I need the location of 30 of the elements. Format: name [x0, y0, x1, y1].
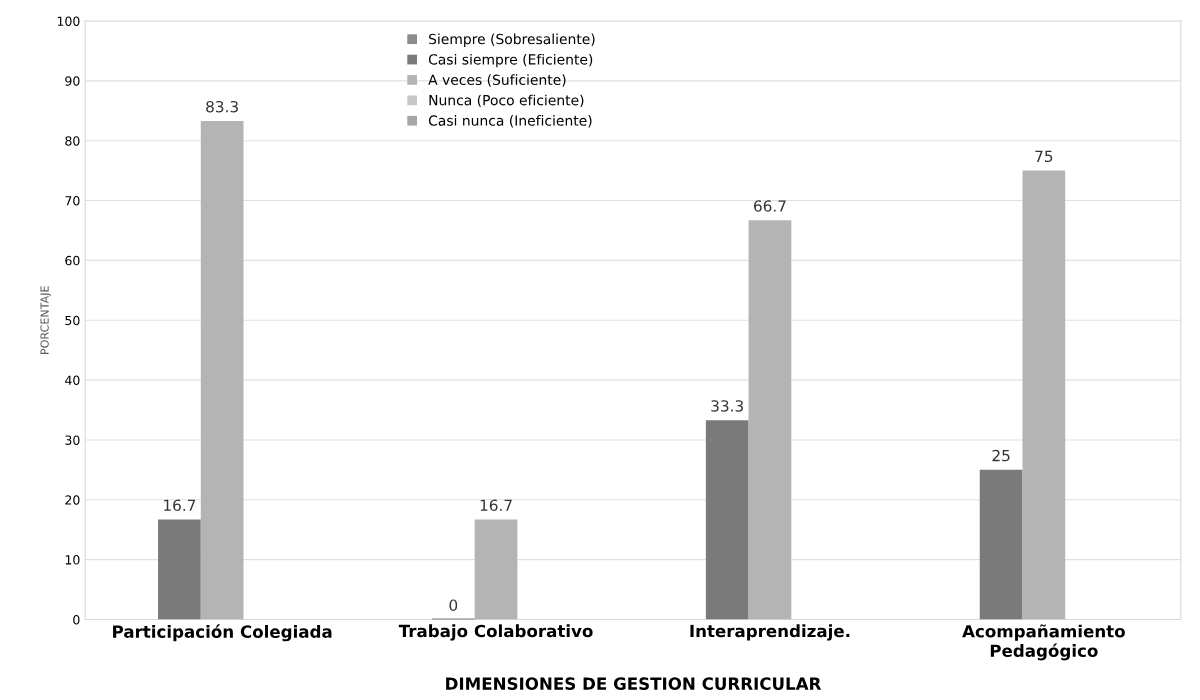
y-tick-label: 90 — [65, 76, 80, 86]
legend-label: Casi nunca (Ineficiente) — [428, 115, 592, 128]
x-tick-label: Participación Colegiada — [113, 624, 332, 642]
legend-label: Nunca (Poco eficiente) — [429, 94, 584, 108]
data-label: 75 — [1035, 150, 1053, 163]
x-tick-label: Trabajo Colaborativo — [398, 624, 593, 641]
y-tick-label: 80 — [65, 136, 80, 146]
y-tick-label: 40 — [65, 375, 80, 386]
y-tick-label: 60 — [65, 255, 80, 266]
data-label: 83.3 — [206, 100, 238, 113]
y-tick-label: 50 — [65, 315, 80, 326]
data-label: 66.7 — [754, 200, 786, 212]
y-tick-label: 0 — [73, 614, 80, 625]
y-tick-label: 20 — [65, 495, 80, 505]
y-tick-label: 100 — [57, 16, 80, 26]
data-label: 25 — [992, 449, 1010, 462]
legend-label: Casi siempre (Eficiente) — [428, 53, 593, 68]
data-label: 33.3 — [711, 400, 744, 412]
legend-label: A veces (Suficiente) — [428, 74, 566, 87]
data-label: 0 — [449, 599, 458, 611]
x-tick-label: Interaprendizaje. — [690, 624, 850, 641]
y-tick-label: 30 — [65, 435, 80, 445]
data-label: 16.7 — [164, 499, 196, 512]
y-axis-title: PORCENTAJE — [40, 286, 51, 354]
x-axis-title: DIMENSIONES DE GESTION CURRICULAR — [446, 677, 822, 690]
x-tick-label: Acompañamiento Pedagógico — [962, 624, 1125, 661]
y-tick-label: 70 — [65, 196, 80, 206]
y-tick-label: 10 — [65, 555, 80, 565]
data-label: 16.7 — [480, 499, 512, 512]
legend-label: Siempre (Sobresaliente) — [429, 33, 595, 47]
